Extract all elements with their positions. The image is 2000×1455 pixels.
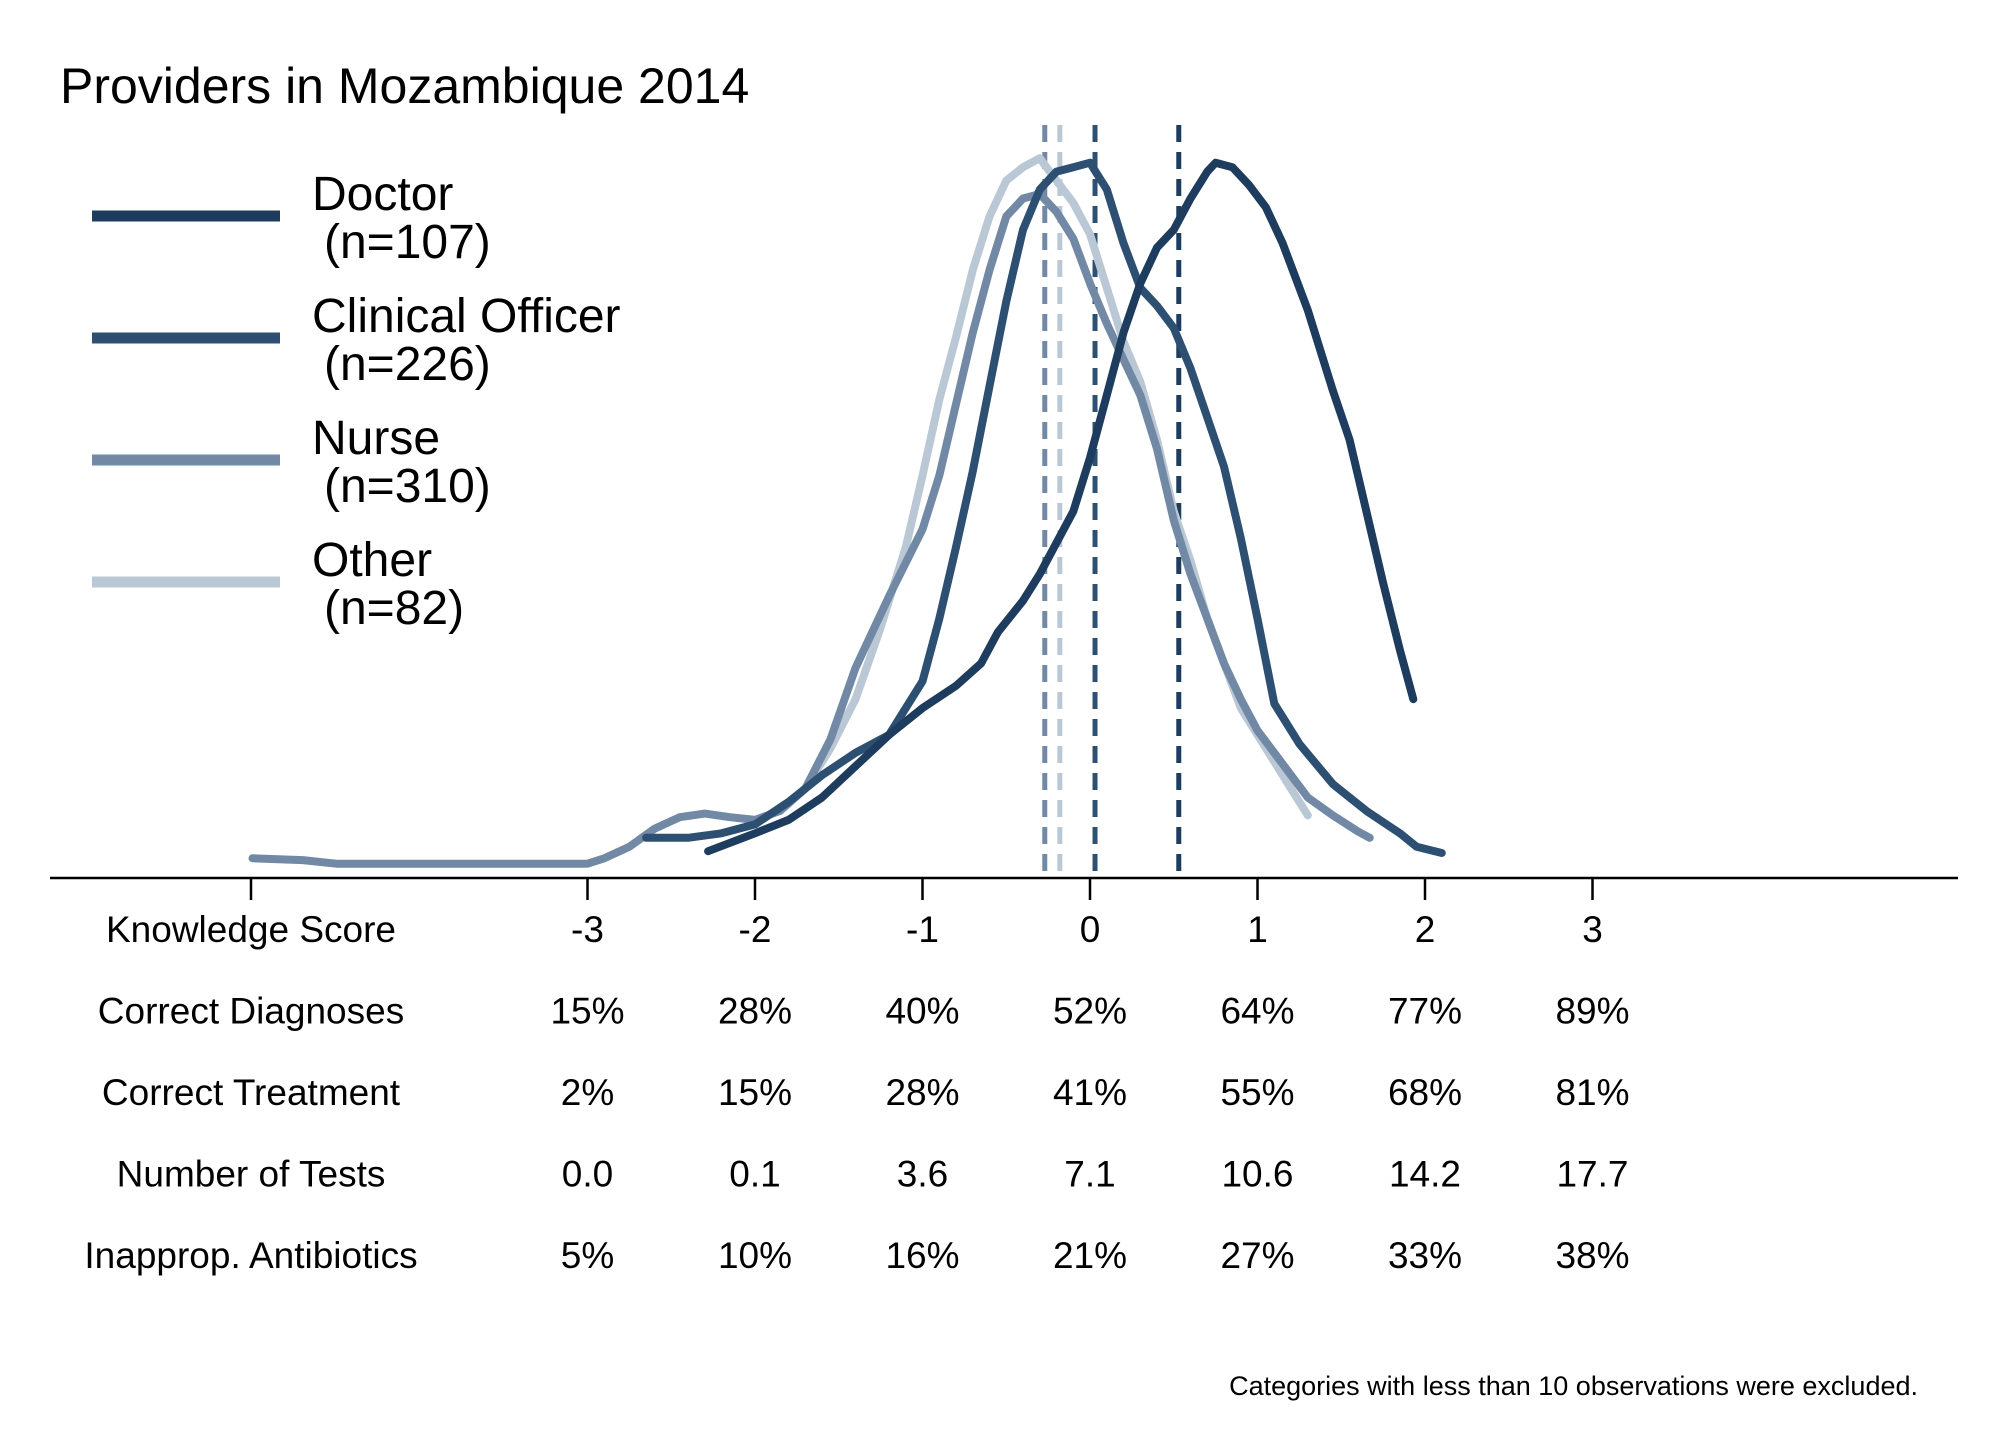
table-row-label: Number of Tests bbox=[117, 1154, 386, 1195]
footnote: Categories with less than 10 observation… bbox=[1229, 1371, 1918, 1401]
table-cell: 28% bbox=[718, 991, 792, 1032]
x-tick-label: -1 bbox=[906, 909, 939, 950]
series-line-nurse bbox=[248, 190, 1374, 868]
table-cell: 16% bbox=[885, 1235, 959, 1276]
x-tick-label: -2 bbox=[739, 909, 772, 950]
table-cell: 21% bbox=[1053, 1235, 1127, 1276]
x-tick-label: 3 bbox=[1582, 909, 1603, 950]
table-row: Knowledge Score -3 -2 -1 0 1 2 3 bbox=[106, 909, 1603, 950]
legend-count: (n=226) bbox=[324, 338, 491, 391]
legend-item-clinical-officer: Clinical Officer(n=226) bbox=[92, 290, 621, 391]
data-table: Knowledge Score -3 -2 -1 0 1 2 3 Correct Diagnos… bbox=[84, 909, 1629, 1276]
table-row: Correct Diagnoses 15% 28% 40% 52% 64% 77% 89% bbox=[98, 991, 1630, 1032]
legend-item-doctor: Doctor(n=107) bbox=[92, 168, 491, 269]
legend-label: Doctor bbox=[312, 168, 453, 221]
table-cell: 10% bbox=[718, 1235, 792, 1276]
x-tick-label: -3 bbox=[571, 909, 604, 950]
table-cell: 28% bbox=[885, 1072, 959, 1113]
legend-item-nurse: Nurse(n=310) bbox=[92, 412, 491, 513]
table-cell: 10.6 bbox=[1221, 1154, 1293, 1195]
table-row-label: Inapprop. Antibiotics bbox=[84, 1235, 417, 1276]
legend-label: Other bbox=[312, 534, 432, 587]
x-tick-label: 1 bbox=[1247, 909, 1268, 950]
x-tick-label: 0 bbox=[1080, 909, 1101, 950]
legend-count: (n=310) bbox=[324, 460, 491, 513]
table-cell: 3.6 bbox=[897, 1154, 948, 1195]
series-line-clinical-officer bbox=[642, 158, 1446, 857]
table-cell: 0.0 bbox=[562, 1154, 613, 1195]
x-ticks bbox=[586, 878, 1594, 900]
table-cell: 27% bbox=[1220, 1235, 1294, 1276]
table-cell: 77% bbox=[1388, 991, 1462, 1032]
legend-count: (n=82) bbox=[324, 582, 464, 635]
table-cell: 33% bbox=[1388, 1235, 1462, 1276]
legend-item-other: Other(n=82) bbox=[92, 534, 464, 635]
table-row-label: Knowledge Score bbox=[106, 909, 396, 950]
table-cell: 41% bbox=[1053, 1072, 1127, 1113]
table-cell: 17.7 bbox=[1556, 1154, 1628, 1195]
x-tick-label: 2 bbox=[1415, 909, 1436, 950]
legend-label: Clinical Officer bbox=[312, 290, 621, 343]
table-cell: 68% bbox=[1388, 1072, 1462, 1113]
chart-title: Providers in Mozambique 2014 bbox=[60, 58, 749, 114]
table-cell: 40% bbox=[885, 991, 959, 1032]
table-cell: 7.1 bbox=[1064, 1154, 1115, 1195]
series-line-doctor bbox=[704, 158, 1418, 856]
table-cell: 15% bbox=[718, 1072, 792, 1113]
table-cell: 52% bbox=[1053, 991, 1127, 1032]
table-cell: 38% bbox=[1555, 1235, 1629, 1276]
table-cell: 15% bbox=[550, 991, 624, 1032]
table-cell: 14.2 bbox=[1389, 1154, 1461, 1195]
table-cell: 81% bbox=[1555, 1072, 1629, 1113]
table-row: Number of Tests 0.0 0.1 3.6 7.1 10.6 14.2 17.7 bbox=[117, 1154, 1629, 1195]
table-cell: 89% bbox=[1555, 991, 1629, 1032]
table-row-label: Correct Diagnoses bbox=[98, 991, 404, 1032]
series-lines bbox=[248, 154, 1446, 868]
legend-count: (n=107) bbox=[324, 216, 491, 269]
table-row: Correct Treatment 2% 15% 28% 41% 55% 68% 81% bbox=[102, 1072, 1630, 1113]
legend: Doctor(n=107) Clinical Officer(n=226) Nurs… bbox=[92, 168, 621, 635]
table-row-label: Correct Treatment bbox=[102, 1072, 401, 1113]
table-cell: 0.1 bbox=[729, 1154, 780, 1195]
legend-label: Nurse bbox=[312, 412, 440, 465]
table-row: Inapprop. Antibiotics 5% 10% 16% 21% 27% 33% 38… bbox=[84, 1235, 1629, 1276]
mean-lines bbox=[1042, 125, 1182, 878]
table-cell: 2% bbox=[561, 1072, 614, 1113]
table-cell: 55% bbox=[1220, 1072, 1294, 1113]
table-cell: 64% bbox=[1220, 991, 1294, 1032]
table-cell: 5% bbox=[561, 1235, 614, 1276]
